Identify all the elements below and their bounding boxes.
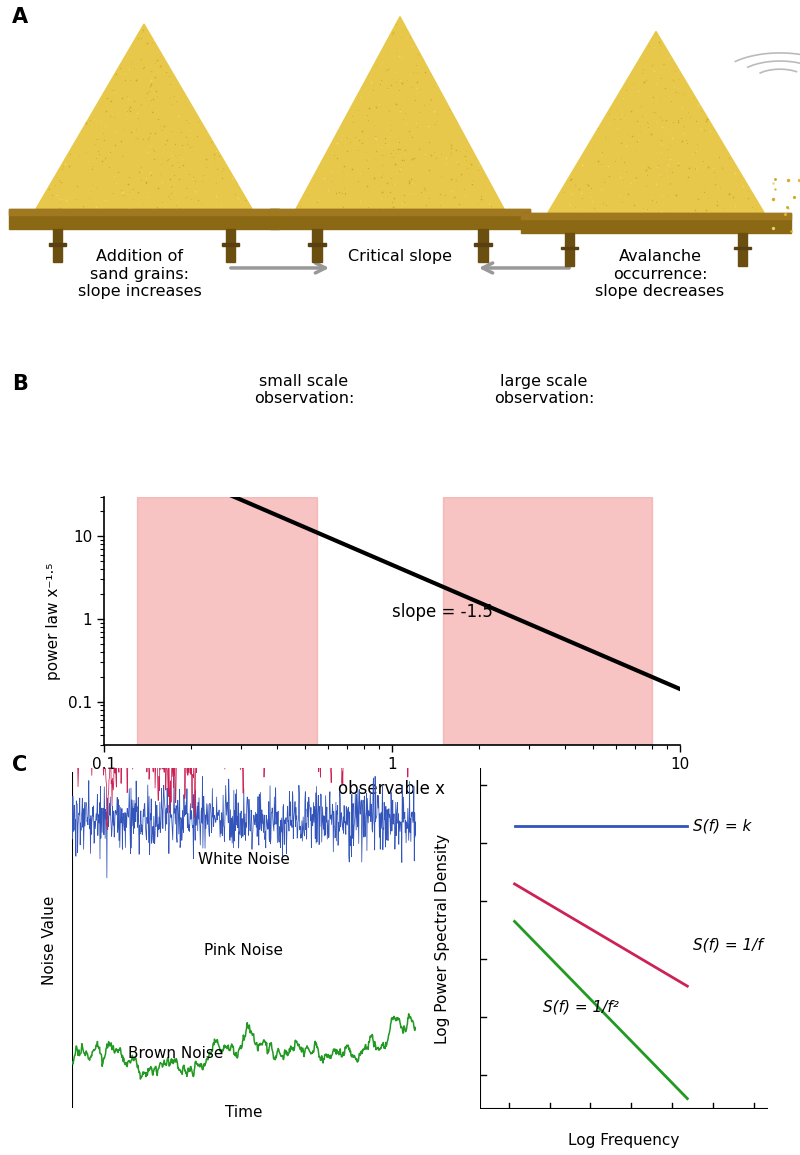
Bar (9, 209, 279, 229)
Bar (226, 229, 235, 262)
Bar (521, 213, 791, 233)
Text: Pink Noise: Pink Noise (205, 944, 283, 959)
Text: S(f) = 1/f²: S(f) = 1/f² (543, 999, 619, 1014)
Text: S(f) = k: S(f) = k (693, 819, 751, 834)
Text: Critical slope: Critical slope (348, 249, 452, 264)
Bar (442, 497, 652, 745)
Text: Avalanche
occurrence:
slope decreases: Avalanche occurrence: slope decreases (595, 249, 725, 299)
Bar (734, 247, 751, 249)
Polygon shape (548, 31, 764, 213)
Text: Noise Value: Noise Value (42, 895, 57, 984)
Text: Time: Time (226, 1105, 262, 1120)
Bar (308, 243, 326, 246)
Polygon shape (296, 16, 504, 209)
Text: Log Frequency: Log Frequency (568, 1133, 680, 1148)
Bar (565, 233, 574, 266)
Text: large scale
observation:: large scale observation: (494, 373, 594, 405)
Text: A: A (12, 7, 28, 28)
Text: C: C (12, 755, 27, 775)
Bar (312, 229, 322, 262)
Text: White Noise: White Noise (198, 852, 290, 867)
Bar (521, 213, 791, 218)
Polygon shape (36, 24, 252, 209)
Text: Log Power Spectral Density: Log Power Spectral Density (435, 834, 450, 1043)
Text: Brown Noise: Brown Noise (127, 1046, 223, 1061)
Text: slope = -1.5: slope = -1.5 (392, 603, 493, 621)
Bar (222, 243, 239, 246)
X-axis label: observable x: observable x (338, 780, 446, 798)
Bar (53, 229, 62, 262)
Bar (561, 247, 578, 249)
Bar (478, 229, 488, 262)
Bar (9, 209, 279, 215)
Text: Addition of
sand grains:
slope increases: Addition of sand grains: slope increases (78, 249, 202, 299)
Bar (270, 209, 530, 229)
Bar (270, 209, 530, 215)
Text: small scale
observation:: small scale observation: (254, 373, 354, 405)
Y-axis label: power law x⁻¹⋅⁵: power law x⁻¹⋅⁵ (46, 562, 61, 679)
Text: B: B (12, 373, 28, 394)
Text: S(f) = 1/f: S(f) = 1/f (693, 938, 763, 953)
Bar (738, 233, 747, 266)
Bar (49, 243, 66, 246)
Bar (474, 243, 492, 246)
Bar (137, 497, 318, 745)
